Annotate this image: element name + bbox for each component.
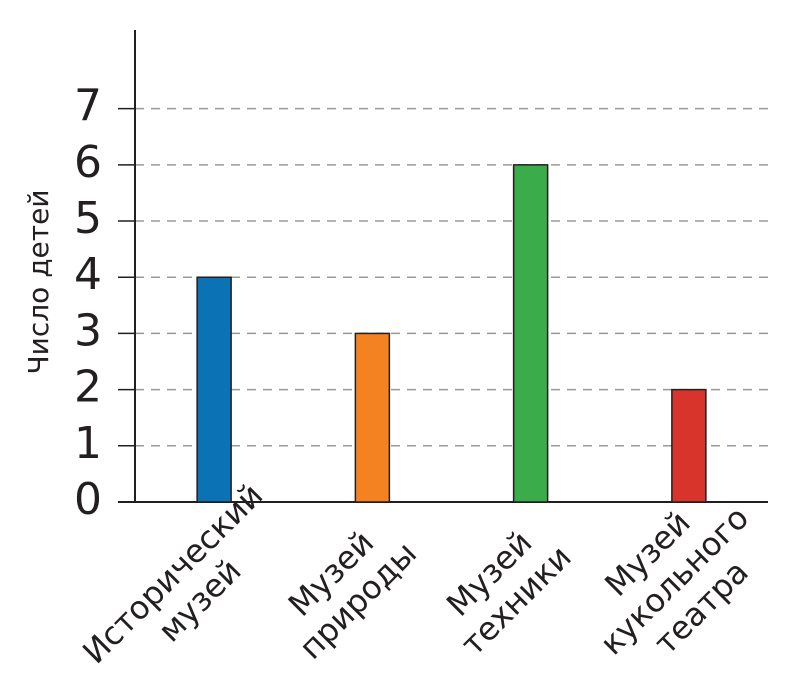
y-tick-label: 2 [74, 362, 102, 413]
y-tick-label: 4 [74, 249, 102, 300]
y-tick-label: 5 [74, 193, 102, 244]
y-tick-label: 3 [74, 305, 102, 356]
y-tick-label: 7 [74, 81, 102, 132]
y-tick-label: 0 [74, 474, 102, 525]
bar [512, 164, 549, 503]
y-tick-label: 6 [74, 137, 102, 188]
y-tick-label: 1 [74, 418, 102, 469]
bar [671, 388, 707, 503]
y-axis-label: Число детей [22, 189, 55, 374]
bar [354, 332, 391, 503]
bar [196, 276, 232, 503]
